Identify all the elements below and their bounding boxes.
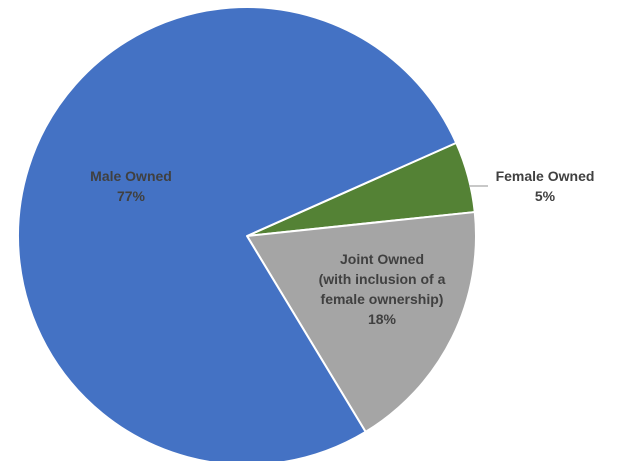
slice-labels: Male Owned 77% Female Owned 5% Joint Owned (w… [90, 168, 594, 327]
data-label-value: 5% [535, 188, 556, 204]
data-label-female-owned: Female Owned 5% [496, 168, 595, 204]
data-label-category: female ownership) [321, 291, 444, 307]
pie-slice-joint-owned [246, 211, 478, 433]
data-label-male-owned: Male Owned 77% [90, 168, 172, 204]
data-label-category: Joint Owned [340, 251, 424, 267]
data-label-value: 18% [368, 311, 397, 327]
data-label-joint-owned: Joint Owned (with inclusion of a female ow… [319, 251, 446, 327]
pie-slices [17, 6, 478, 461]
data-label-category: (with inclusion of a [319, 271, 446, 287]
data-label-category: Male Owned [90, 168, 172, 184]
data-label-value: 77% [117, 188, 146, 204]
data-label-category: Female Owned [496, 168, 595, 184]
